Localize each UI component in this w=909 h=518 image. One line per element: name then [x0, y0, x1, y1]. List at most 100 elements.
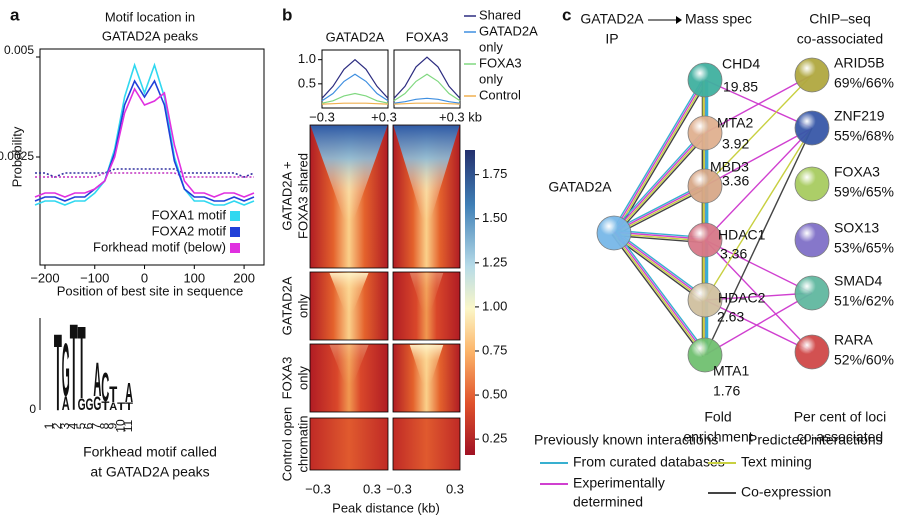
row-label: only	[295, 294, 310, 318]
legend-swatch	[230, 227, 240, 237]
profile-line	[393, 73, 461, 102]
x-tick-label: 100	[183, 270, 205, 285]
node-label: GATAD2A	[548, 179, 612, 195]
profile-title: GATAD2A	[326, 29, 385, 44]
caption: Fold	[704, 409, 731, 425]
heatmap-shade	[393, 125, 460, 220]
heatmap-shade	[409, 273, 444, 312]
x-tick-label: −100	[80, 270, 109, 285]
protein-node	[687, 62, 723, 98]
interaction-edge	[704, 127, 813, 187]
line-series	[34, 79, 255, 202]
interaction-edge	[611, 78, 704, 233]
node-label: SMAD4	[834, 273, 882, 289]
logo-letter: C	[101, 365, 109, 410]
legend-swatch	[230, 243, 240, 253]
logo-letter: A	[62, 394, 70, 415]
logo-position: 4	[66, 422, 80, 429]
protein-node	[687, 115, 723, 151]
chart-title: Motif location in	[105, 9, 195, 24]
interaction-edge	[615, 134, 708, 236]
row-label: FOXA3	[279, 357, 294, 400]
ms-label: Mass spec	[685, 11, 752, 27]
node-value: 52%/60%	[834, 352, 894, 368]
legend-label: Co-expression	[741, 484, 831, 500]
interaction-edge	[611, 234, 704, 357]
protein-node	[794, 166, 830, 202]
logo-letter: T	[109, 383, 117, 407]
protein-node	[687, 168, 723, 204]
node-value: 59%/65%	[834, 184, 894, 200]
logo-letter: T	[117, 401, 126, 414]
chart-title: GATAD2A peaks	[102, 28, 199, 43]
chip-label: co-associated	[797, 31, 883, 47]
interaction-edge	[612, 79, 705, 233]
logo-letter: G	[78, 396, 86, 414]
heatmap-shade	[329, 345, 369, 384]
logo-position: 2	[50, 422, 64, 429]
line-series	[34, 87, 255, 198]
row-label: chromatin	[295, 415, 310, 472]
legend-label: Experimentally	[573, 475, 665, 491]
node-value: 19.85	[723, 79, 758, 95]
legend-label: Shared	[479, 7, 521, 22]
logo-letter: G	[86, 396, 94, 414]
node-value: 3.92	[722, 136, 749, 152]
caption: enrichment	[683, 429, 752, 445]
legend-label: Control	[479, 87, 521, 102]
heatmap-shade	[409, 345, 444, 384]
colorbar-label: 1.25	[482, 254, 507, 269]
colorbar-label: 0.25	[482, 431, 507, 446]
profile-title: FOXA3	[406, 29, 449, 44]
legend-label: FOXA3	[479, 55, 522, 70]
interaction-edge	[704, 127, 813, 241]
interaction-edge	[704, 127, 813, 301]
profile-frame	[393, 49, 461, 109]
logo-letter: A	[125, 378, 133, 409]
logo-letter: T	[70, 299, 78, 437]
node-label: MTA2	[717, 115, 754, 131]
interaction-edge	[613, 233, 705, 302]
interaction-edge	[611, 130, 704, 232]
y-tick-label: 1.0	[298, 51, 316, 66]
profile-line	[321, 102, 389, 105]
logo-position: 11	[121, 419, 135, 432]
legend-label: only	[479, 39, 503, 54]
x-tick-label: −0.3	[386, 481, 412, 496]
line-series	[35, 168, 255, 178]
interaction-edge	[614, 133, 707, 235]
node-value: 69%/66%	[834, 75, 894, 91]
legend-label: From curated databases	[573, 454, 725, 470]
interaction-edge	[615, 231, 708, 354]
logo-letter: A	[109, 401, 117, 414]
logo-y-tick: 0	[29, 402, 36, 416]
logo-position: 9	[105, 422, 119, 429]
node-value: 53%/65%	[834, 240, 894, 256]
node-label: FOXA3	[834, 164, 880, 180]
colorbar-label: 0.50	[482, 386, 507, 401]
protein-node	[687, 337, 723, 373]
legend-label: GATAD2A	[479, 23, 538, 38]
panel-label: b	[282, 5, 292, 24]
interaction-edge	[614, 231, 706, 300]
legend-label: FOXA2 motif	[152, 223, 227, 238]
protein-node	[794, 110, 830, 146]
x-tick-label: −0.3	[305, 481, 331, 496]
row-label: Control open	[279, 407, 294, 481]
profile-line	[393, 56, 461, 99]
legend-swatch	[230, 211, 240, 221]
interaction-edge	[704, 299, 813, 353]
interaction-edge	[614, 80, 707, 234]
node-label: SOX13	[834, 220, 879, 236]
ip-label: IP	[605, 31, 618, 47]
protein-node	[794, 334, 830, 370]
logo-position: 1	[42, 422, 56, 429]
logo-letter: T	[101, 400, 109, 413]
profile-line	[321, 58, 389, 99]
interaction-edge	[612, 233, 705, 356]
y-axis-label: Probability	[9, 126, 24, 187]
caption: Per cent of loci	[794, 409, 887, 425]
y-tick-label: 0.005	[4, 43, 34, 57]
arrow-head	[676, 16, 682, 24]
